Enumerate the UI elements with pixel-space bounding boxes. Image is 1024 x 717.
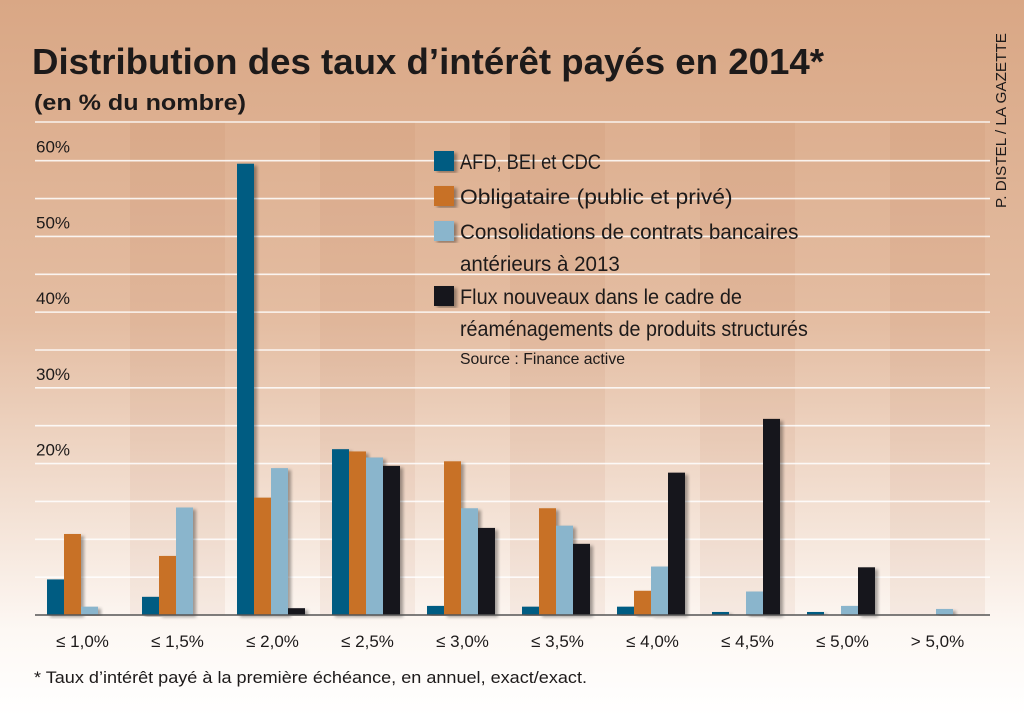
x-tick-label: ≤ 3,5%	[531, 632, 584, 651]
source: Source : Finance active	[460, 351, 625, 368]
y-tick-label: 60%	[36, 138, 70, 157]
legend-swatch	[434, 151, 454, 171]
credit: P. DISTEL / LA GAZETTE	[993, 33, 1010, 208]
bar-2	[444, 461, 461, 615]
column-band	[890, 122, 985, 615]
legend-swatch	[434, 286, 454, 306]
bar-4	[858, 567, 875, 615]
chart-subtitle: (en % du nombre)	[34, 90, 246, 115]
x-tick-label: ≤ 3,0%	[436, 632, 489, 651]
legend-label: Flux nouveaux dans le cadre de	[460, 286, 742, 309]
bar-3	[746, 591, 763, 615]
bar-3	[271, 468, 288, 615]
bar-3	[461, 508, 478, 615]
bar-3	[81, 606, 98, 615]
x-tick-label: > 5,0%	[911, 632, 964, 651]
x-tick-label: ≤ 1,0%	[56, 632, 109, 651]
legend-swatch	[434, 186, 454, 206]
x-tick-label: ≤ 2,5%	[341, 632, 394, 651]
bar-1	[427, 605, 444, 615]
bar-4	[573, 543, 590, 615]
chart-title: Distribution des taux d’intérêt payés en…	[32, 41, 824, 82]
x-tick-label: ≤ 4,0%	[626, 632, 679, 651]
bar-2	[64, 533, 81, 615]
bar-1	[332, 449, 349, 615]
bar-3	[556, 525, 573, 615]
bar-1	[712, 611, 729, 615]
bar-3	[841, 605, 858, 615]
bar-3	[366, 457, 383, 615]
x-tick-label: ≤ 4,5%	[721, 632, 774, 651]
bar-2	[159, 555, 176, 615]
y-tick-label: 40%	[36, 289, 70, 308]
bar-1	[237, 163, 254, 615]
legend-label: AFD, BEI et CDC	[460, 151, 601, 174]
legend: AFD, BEI et CDC Obligataire (public et pr…	[434, 151, 808, 341]
y-tick-label: 50%	[36, 213, 70, 232]
bar-2	[254, 497, 271, 615]
bar-4	[288, 608, 305, 615]
bar-2	[539, 508, 556, 615]
bar-4	[763, 418, 780, 615]
bar-2	[349, 451, 366, 615]
y-tick-label: 20%	[36, 441, 70, 460]
bar-1	[522, 606, 539, 615]
legend-label: Consolidations de contrats bancaires	[460, 221, 798, 244]
bar-2	[634, 590, 651, 615]
y-tick-label: 30%	[36, 365, 70, 384]
bar-1	[47, 579, 64, 615]
footnote: * Taux d’intérêt payé à la première éché…	[34, 668, 587, 687]
legend-label: Obligataire (public et privé)	[460, 186, 733, 209]
x-tick-label: ≤ 5,0%	[816, 632, 869, 651]
legend-label: réaménagements de produits structurés	[460, 318, 808, 341]
bar-1	[142, 596, 159, 615]
bar-4	[383, 465, 400, 615]
bar-3	[936, 608, 953, 615]
legend-swatch	[434, 221, 454, 241]
x-tick-label: ≤ 1,5%	[151, 632, 204, 651]
bar-3	[651, 566, 668, 615]
x-tick-label: ≤ 2,0%	[246, 632, 299, 651]
legend-label: antérieurs à 2013	[460, 253, 620, 276]
bar-3	[176, 507, 193, 615]
bar-1	[807, 611, 824, 615]
bar-4	[478, 527, 495, 615]
bar-1	[617, 606, 634, 615]
bar-4	[668, 472, 685, 615]
